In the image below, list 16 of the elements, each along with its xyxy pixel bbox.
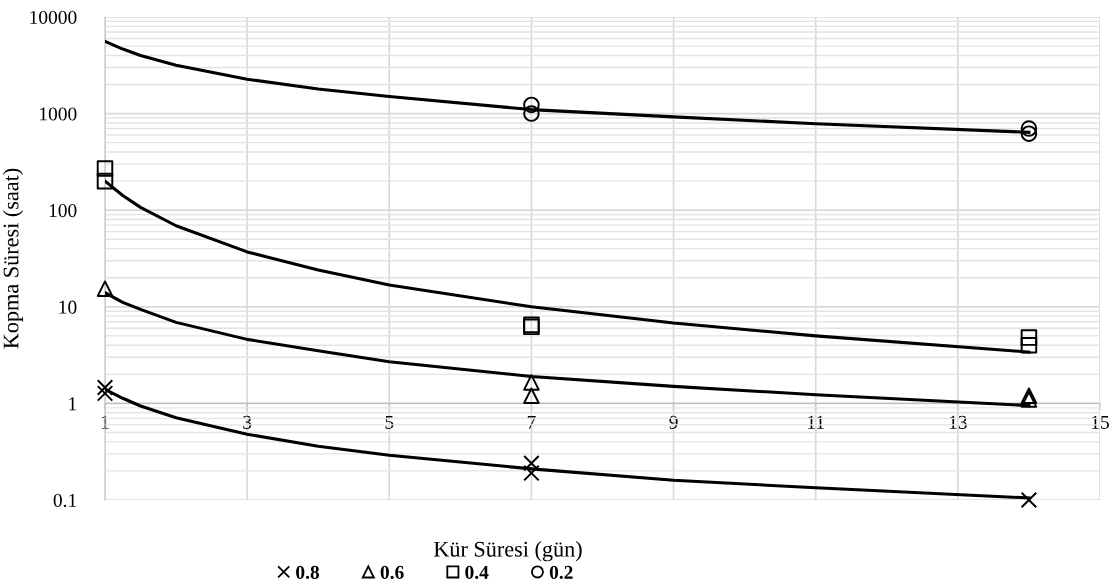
legend-label: 0.2 (549, 565, 573, 580)
legend-label: 0.8 (296, 565, 320, 580)
legend-label: 0.6 (380, 565, 404, 580)
y-tick-label: 0.1 (53, 493, 77, 508)
y-tick-label: 10 (59, 300, 77, 314)
y-tick-label: 1 (69, 397, 77, 411)
x-tick-label: 11 (808, 415, 824, 429)
y-tick-label: 100 (49, 204, 77, 218)
x-tick-label: 5 (385, 415, 394, 429)
y-tick-label: 10000 (30, 10, 77, 24)
x-tick-label: 1 (101, 415, 109, 429)
y-tick-label: 1000 (40, 107, 77, 121)
x-tick-label: 15 (1091, 415, 1109, 429)
x-axis-title: Kür Süresi (gün) (433, 541, 582, 562)
legend-label: 0.4 (465, 565, 489, 580)
y-axis-title: Kopma Süresi (saat) (2, 168, 24, 349)
